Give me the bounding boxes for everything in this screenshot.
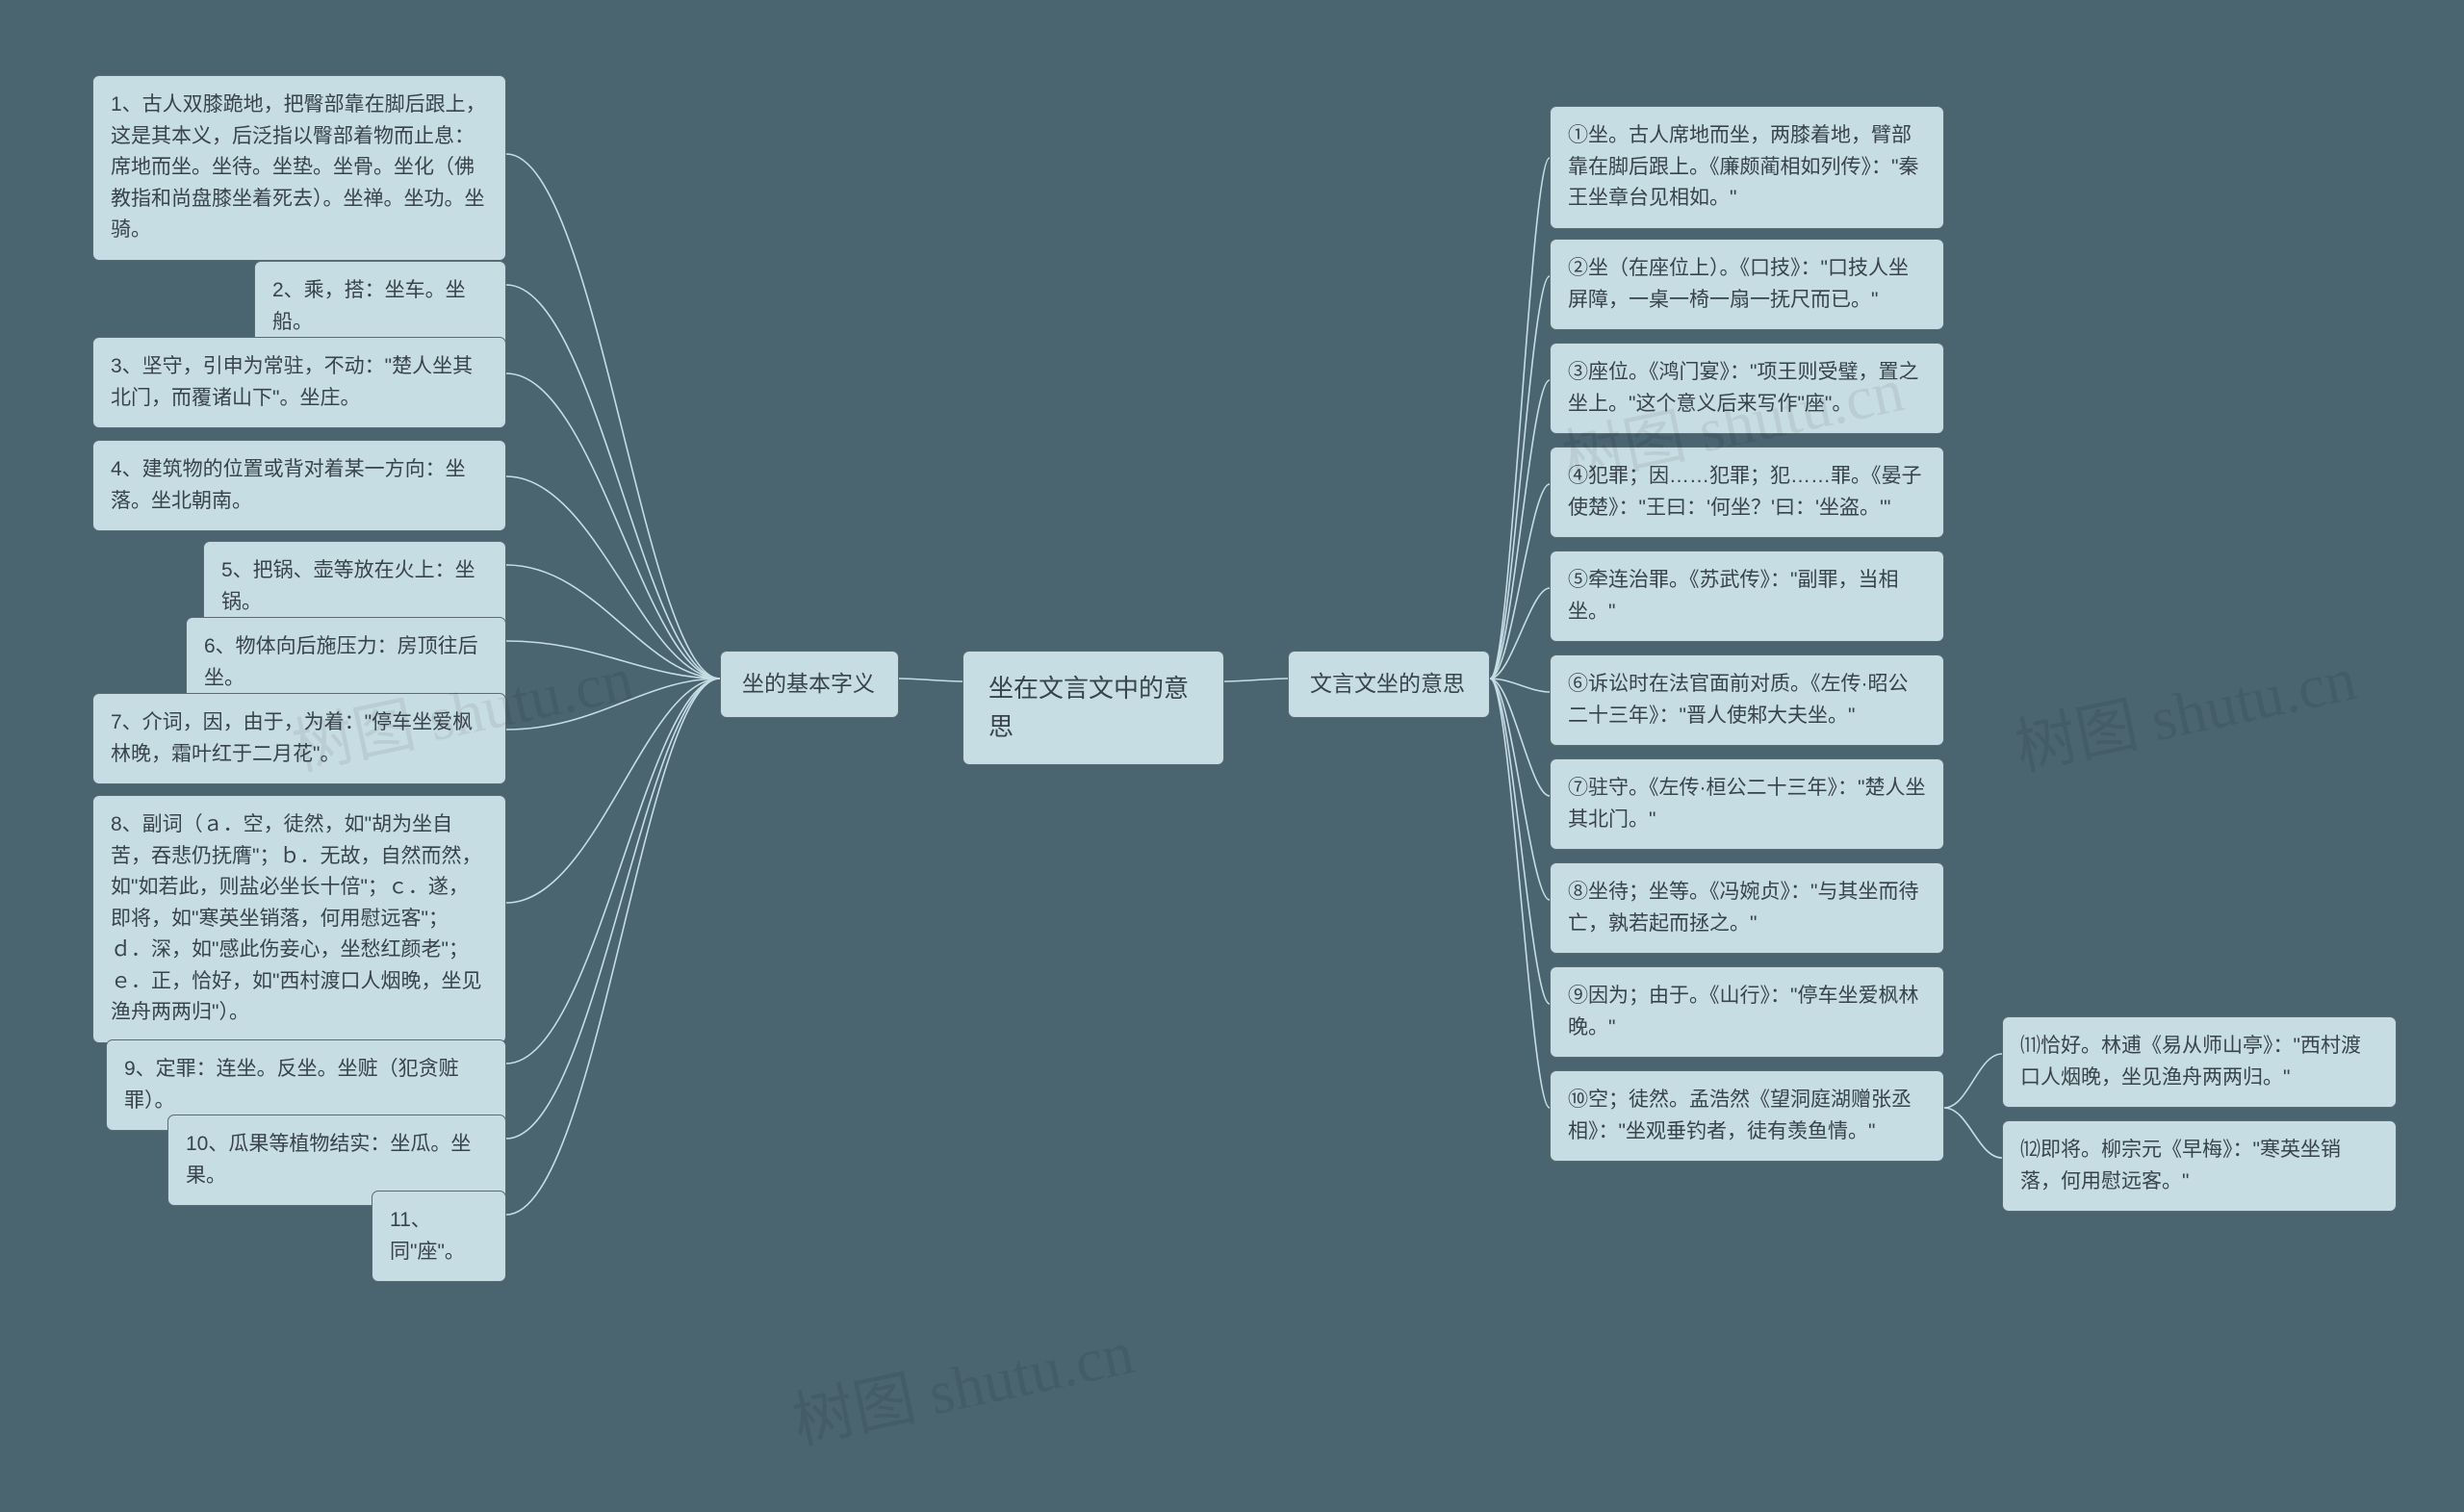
connector	[506, 679, 720, 1064]
leaf-r9[interactable]: ⑨因为；由于。《山行》："停车坐爱枫林晚。"	[1550, 966, 1944, 1058]
leaf-l4[interactable]: 4、建筑物的位置或背对着某一方向：坐落。坐北朝南。	[92, 440, 506, 531]
leaf-r7-label: ⑦驻守。《左传·桓公二十三年》："楚人坐其北门。"	[1568, 777, 1925, 831]
leaf-l5-label: 5、把锅、壶等放在火上：坐锅。	[221, 559, 475, 613]
branch-left-label: 坐的基本字义	[742, 671, 875, 696]
root-node-label: 坐在文言文中的意思	[988, 674, 1189, 741]
leaf-l4-label: 4、建筑物的位置或背对着某一方向：坐落。坐北朝南。	[111, 458, 466, 512]
leaf-r10b-label: ⑿即将。柳宗元《早梅》："寒英坐销落，何用慰远客。"	[2020, 1139, 2341, 1192]
connector	[1490, 380, 1550, 679]
connector	[506, 679, 720, 903]
connector	[506, 679, 720, 1139]
connector	[1490, 276, 1550, 679]
leaf-r8[interactable]: ⑧坐待；坐等。《冯婉贞》："与其坐而待亡，孰若起而拯之。"	[1550, 862, 1944, 954]
branch-right-label: 文言文坐的意思	[1310, 671, 1465, 696]
leaf-r9-label: ⑨因为；由于。《山行》："停车坐爱枫林晚。"	[1568, 985, 1918, 1038]
leaf-r5[interactable]: ⑤牵连治罪。《苏武传》："副罪，当相坐。"	[1550, 551, 1944, 642]
connector	[1224, 679, 1288, 681]
connector	[1490, 679, 1550, 1108]
connector	[506, 679, 720, 730]
connector	[506, 679, 720, 1215]
connector	[1490, 158, 1550, 679]
leaf-r10a[interactable]: ⑾恰好。林逋《易从师山亭》："西村渡口人烟晚，坐见渔舟两两归。"	[2002, 1016, 2397, 1108]
connector	[506, 285, 720, 679]
watermark-text: 树图 shutu.cn	[2010, 644, 2362, 782]
watermark: 树图 shutu.cn	[783, 1303, 1140, 1462]
leaf-l2-label: 2、乘，搭：坐车。坐船。	[272, 279, 466, 333]
leaf-l7[interactable]: 7、介词，因，由于，为着："停车坐爱枫林晚，霜叶红于二月花"。	[92, 693, 506, 784]
leaf-r1[interactable]: ①坐。古人席地而坐，两膝着地，臂部靠在脚后跟上。《廉颇蔺相如列传》："秦王坐章台…	[1550, 106, 1944, 229]
connector	[1490, 679, 1550, 692]
leaf-r5-label: ⑤牵连治罪。《苏武传》："副罪，当相坐。"	[1568, 569, 1898, 623]
leaf-l10-label: 10、瓜果等植物结实：坐瓜。坐果。	[186, 1133, 471, 1187]
leaf-l1-label: 1、古人双膝跪地，把臀部靠在脚后跟上，这是其本义，后泛指以臀部着物而止息：席地而…	[111, 93, 486, 241]
leaf-r4[interactable]: ④犯罪；因……犯罪；犯……罪。《晏子使楚》："王曰：'何坐？'曰：'坐盗。'"	[1550, 447, 1944, 538]
leaf-l1[interactable]: 1、古人双膝跪地，把臀部靠在脚后跟上，这是其本义，后泛指以臀部着物而止息：席地而…	[92, 75, 506, 261]
connector	[506, 641, 720, 679]
leaf-l7-label: 7、介词，因，由于，为着："停车坐爱枫林晚，霜叶红于二月花"。	[111, 711, 473, 765]
leaf-r6[interactable]: ⑥诉讼时在法官面前对质。《左传·昭公二十三年》："晋人使邾大夫坐。"	[1550, 654, 1944, 746]
leaf-r3-label: ③座位。《鸿门宴》："项王则受璧，置之坐上。"这个意义后来写作"座"。	[1568, 361, 1918, 415]
connector	[1490, 679, 1550, 900]
connector	[506, 373, 720, 679]
connector	[1944, 1054, 2002, 1108]
leaf-r7[interactable]: ⑦驻守。《左传·桓公二十三年》："楚人坐其北门。"	[1550, 758, 1944, 850]
connector	[506, 154, 720, 679]
leaf-l3-label: 3、坚守，引申为常驻，不动："楚人坐其北门，而覆诸山下"。坐庄。	[111, 355, 473, 409]
leaf-r10b[interactable]: ⑿即将。柳宗元《早梅》："寒英坐销落，何用慰远客。"	[2002, 1120, 2397, 1212]
leaf-l6-label: 6、物体向后施压力：房顶往后坐。	[204, 635, 478, 689]
leaf-r10a-label: ⑾恰好。林逋《易从师山亭》："西村渡口人烟晚，坐见渔舟两两归。"	[2020, 1035, 2361, 1089]
connector	[506, 565, 720, 679]
branch-right[interactable]: 文言文坐的意思	[1288, 651, 1490, 718]
leaf-r8-label: ⑧坐待；坐等。《冯婉贞》："与其坐而待亡，孰若起而拯之。"	[1568, 881, 1918, 935]
connector	[506, 476, 720, 679]
leaf-r2[interactable]: ②坐（在座位上）。《口技》："口技人坐屏障，一桌一椅一扇一抚尺而已。"	[1550, 239, 1944, 330]
watermark: 树图 shutu.cn	[2006, 629, 2362, 788]
leaf-l3[interactable]: 3、坚守，引申为常驻，不动："楚人坐其北门，而覆诸山下"。坐庄。	[92, 337, 506, 428]
leaf-r10[interactable]: ⑩空；徒然。孟浩然《望洞庭湖赠张丞相》："坐观垂钓者，徒有羡鱼情。"	[1550, 1070, 1944, 1162]
connector	[1944, 1108, 2002, 1158]
branch-left[interactable]: 坐的基本字义	[720, 651, 899, 718]
leaf-l11[interactable]: 11、同"座"。	[372, 1191, 506, 1282]
leaf-l9-label: 9、定罪：连坐。反坐。坐赃（犯贪赃罪）。	[124, 1058, 459, 1112]
watermark-text: 树图 shutu.cn	[787, 1318, 1140, 1456]
leaf-r4-label: ④犯罪；因……犯罪；犯……罪。《晏子使楚》："王曰：'何坐？'曰：'坐盗。'"	[1568, 465, 1922, 519]
leaf-r2-label: ②坐（在座位上）。《口技》："口技人坐屏障，一桌一椅一扇一抚尺而已。"	[1568, 257, 1909, 311]
leaf-r10-label: ⑩空；徒然。孟浩然《望洞庭湖赠张丞相》："坐观垂钓者，徒有羡鱼情。"	[1568, 1089, 1912, 1142]
leaf-r3[interactable]: ③座位。《鸿门宴》："项王则受璧，置之坐上。"这个意义后来写作"座"。	[1550, 343, 1944, 434]
leaf-r1-label: ①坐。古人席地而坐，两膝着地，臂部靠在脚后跟上。《廉颇蔺相如列传》："秦王坐章台…	[1568, 124, 1918, 209]
leaf-l8[interactable]: 8、副词（ａ．空，徒然，如"胡为坐自苦，吞悲仍抚膺"；ｂ．无故，自然而然，如"如…	[92, 795, 506, 1043]
connector	[1490, 679, 1550, 796]
leaf-l11-label: 11、同"座"。	[390, 1209, 465, 1263]
connector	[899, 679, 962, 681]
connector	[1490, 484, 1550, 679]
leaf-r6-label: ⑥诉讼时在法官面前对质。《左传·昭公二十三年》："晋人使邾大夫坐。"	[1568, 673, 1909, 727]
connector	[1490, 679, 1550, 1004]
root-node[interactable]: 坐在文言文中的意思	[962, 651, 1224, 765]
leaf-l8-label: 8、副词（ａ．空，徒然，如"胡为坐自苦，吞悲仍抚膺"；ｂ．无故，自然而然，如"如…	[111, 813, 481, 1023]
connector	[1490, 588, 1550, 679]
